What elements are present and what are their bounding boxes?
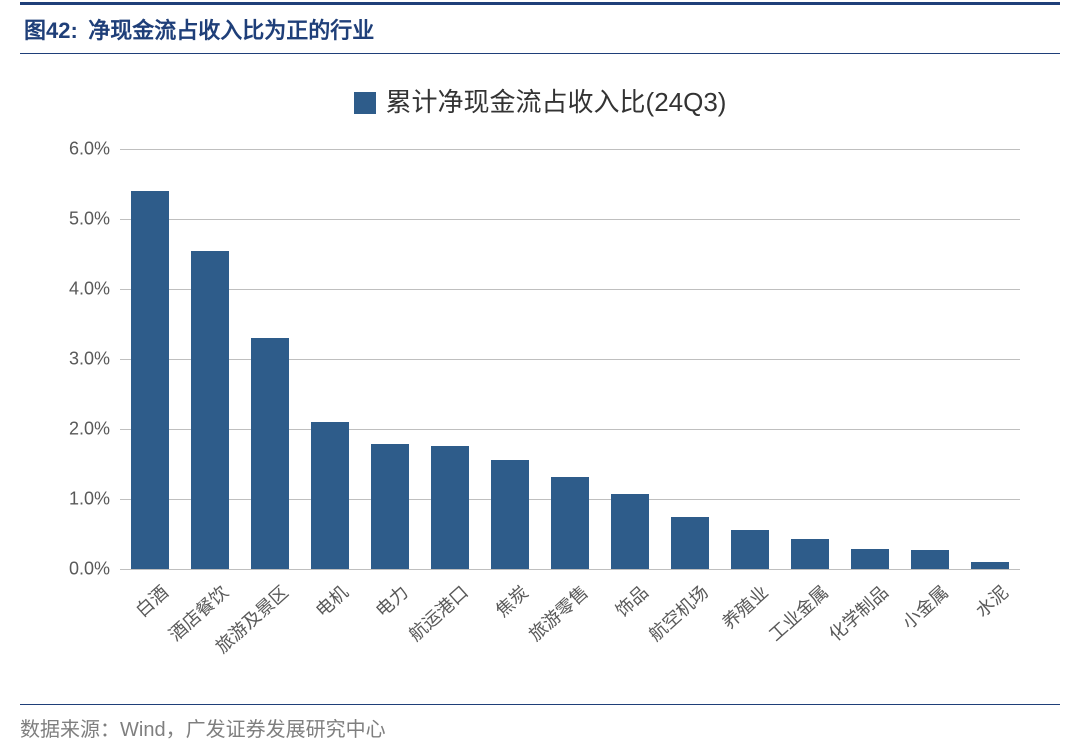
y-tick-label: 1.0% (40, 489, 110, 510)
legend-label: 累计净现金流占收入比(24Q3) (386, 87, 727, 117)
y-tick-label: 6.0% (40, 139, 110, 160)
x-tick-label: 焦炭 (489, 579, 533, 622)
y-tick-label: 5.0% (40, 209, 110, 230)
x-tick-label: 小金属 (896, 579, 954, 634)
y-tick-label: 0.0% (40, 559, 110, 580)
x-tick-label: 工业金属 (762, 579, 833, 646)
chart-area: 0.0%1.0%2.0%3.0%4.0%5.0%6.0% 白酒酒店餐饮旅游及景区… (40, 139, 1040, 639)
grid-line (120, 569, 1020, 570)
bar (311, 422, 348, 569)
figure-number: 图42: (24, 18, 78, 43)
bar (731, 530, 768, 569)
x-tick-label: 水泥 (969, 579, 1013, 622)
y-tick-label: 2.0% (40, 419, 110, 440)
figure-title-bar: 图42: 净现金流占收入比为正的行业 (20, 2, 1060, 54)
bar (371, 444, 408, 569)
x-tick-label: 饰品 (609, 579, 653, 622)
bar (611, 494, 648, 569)
bar (191, 251, 228, 570)
bar (431, 446, 468, 569)
source-text: 数据来源：Wind，广发证券发展研究中心 (20, 719, 386, 741)
bar (971, 562, 1008, 569)
figure-container: 图42: 净现金流占收入比为正的行业 累计净现金流占收入比(24Q3) 0.0%… (0, 2, 1080, 752)
x-tick-label: 电力 (369, 579, 413, 622)
bar (911, 550, 948, 569)
legend-swatch (354, 92, 376, 114)
y-tick-label: 3.0% (40, 349, 110, 370)
bar (551, 477, 588, 569)
bar (671, 517, 708, 570)
x-tick-label: 化学制品 (822, 579, 893, 646)
x-tick-label: 电机 (309, 579, 353, 622)
x-tick-label: 航运港口 (402, 579, 473, 646)
bar (791, 539, 828, 569)
bars-group (120, 149, 1020, 569)
bar (131, 191, 168, 569)
x-tick-label: 旅游零售 (522, 579, 593, 646)
bar (851, 549, 888, 569)
figure-title: 净现金流占收入比为正的行业 (88, 18, 374, 43)
x-tick-label: 航空机场 (642, 579, 713, 646)
x-tick-label: 白酒 (129, 579, 173, 622)
x-axis-labels: 白酒酒店餐饮旅游及景区电机电力航运港口焦炭旅游零售饰品航空机场养殖业工业金属化学… (120, 571, 1020, 701)
data-source: 数据来源：Wind，广发证券发展研究中心 (20, 704, 1060, 742)
chart-legend: 累计净现金流占收入比(24Q3) (20, 82, 1060, 119)
y-tick-label: 4.0% (40, 279, 110, 300)
bar (251, 338, 288, 569)
bar (491, 460, 528, 569)
